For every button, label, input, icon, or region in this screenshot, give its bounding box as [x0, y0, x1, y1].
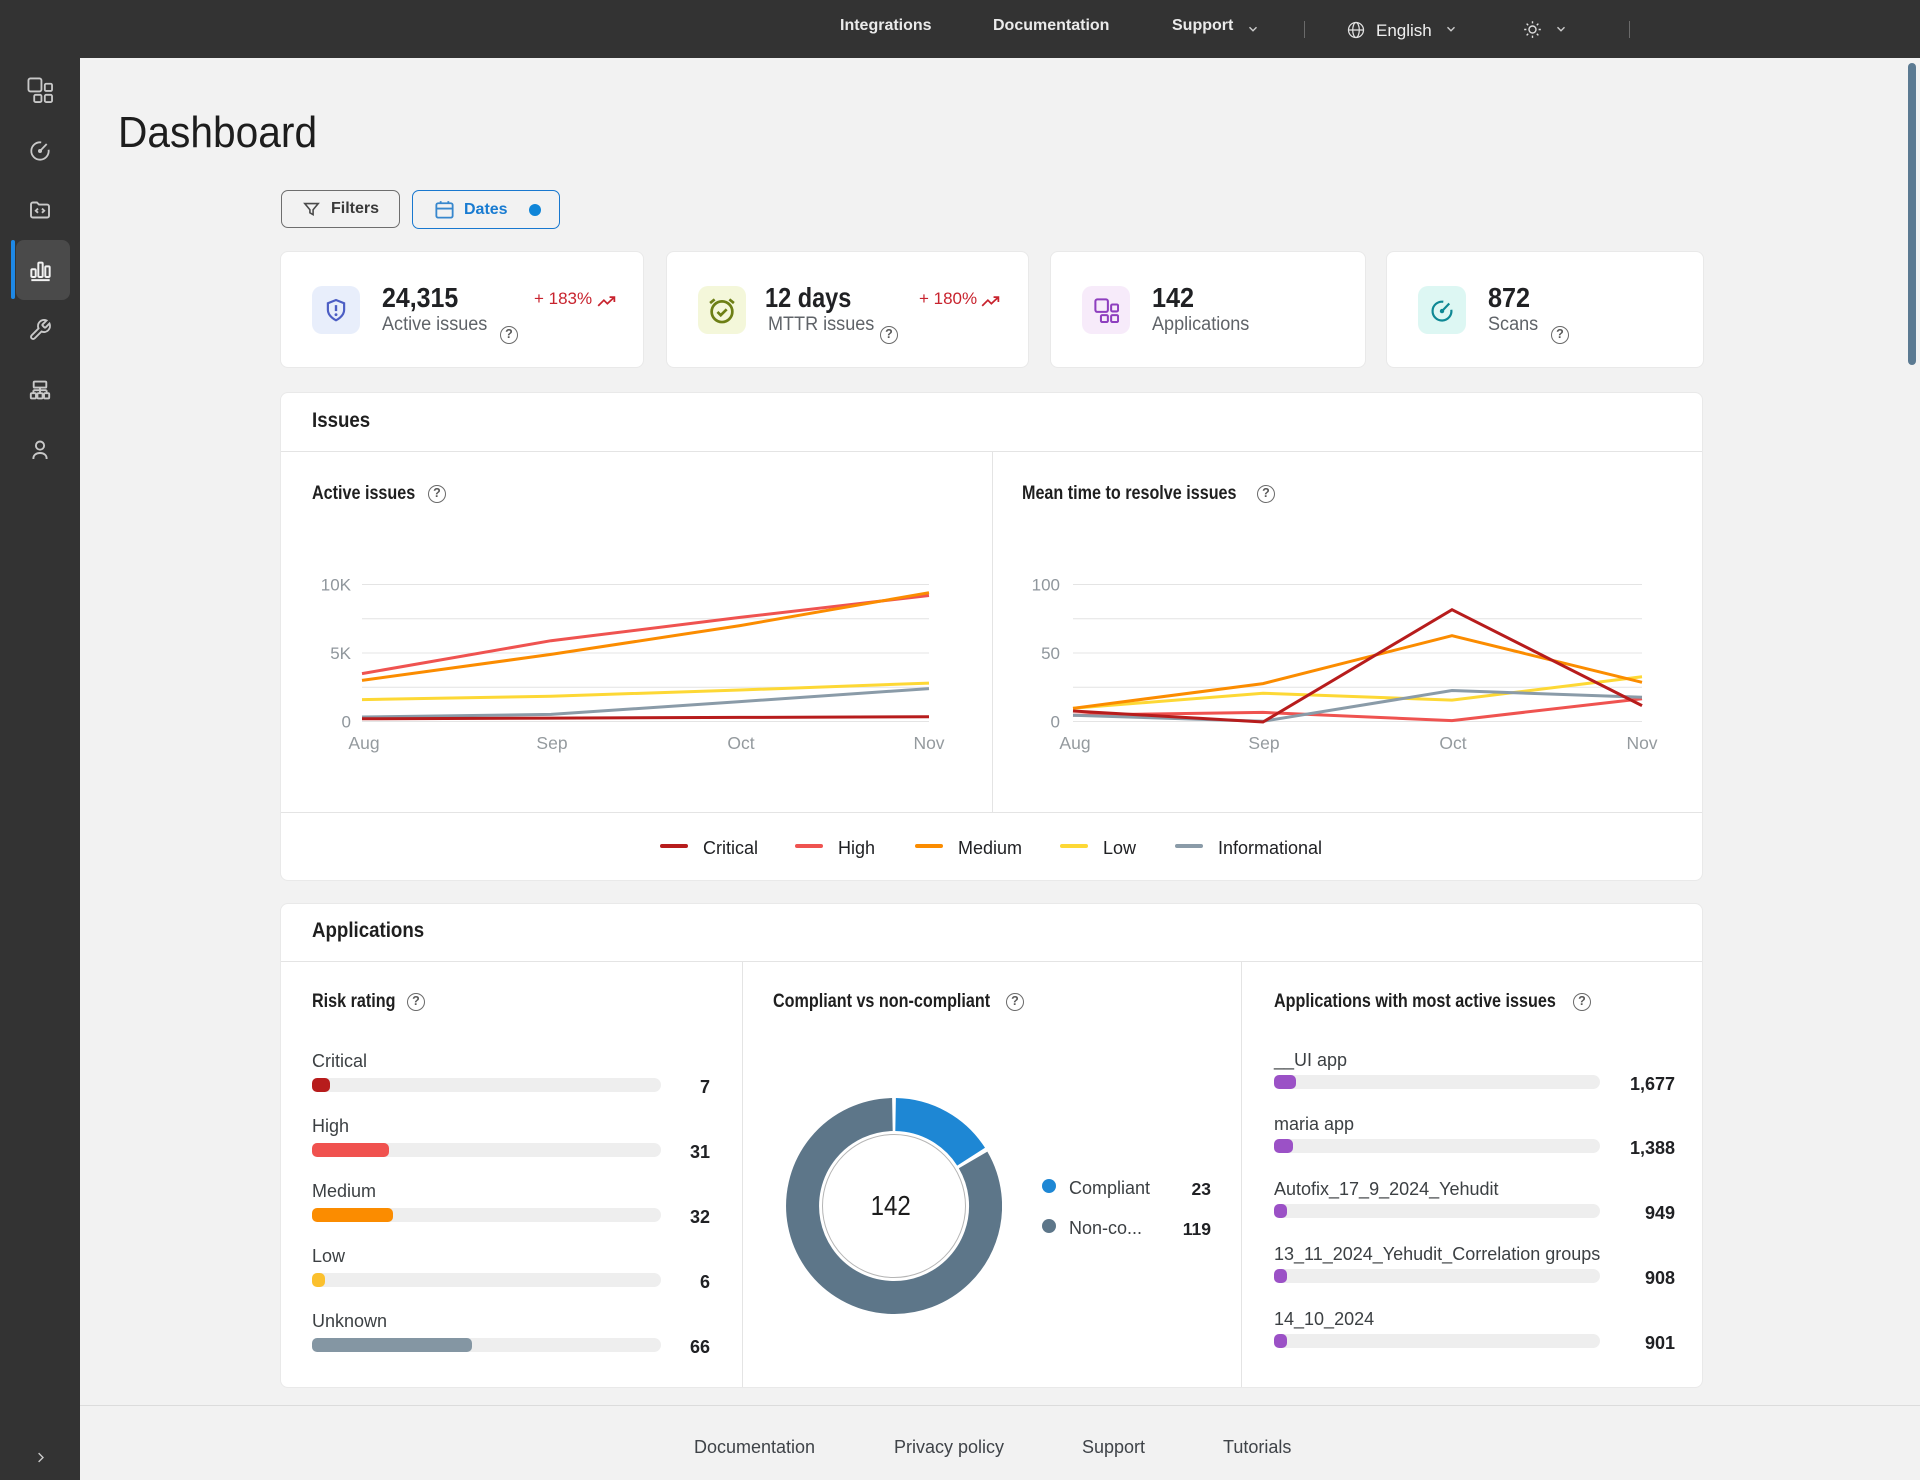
- svg-text:Nov: Nov: [1626, 733, 1657, 753]
- svg-text:Nov: Nov: [913, 733, 944, 753]
- svg-text:Oct: Oct: [1439, 733, 1466, 753]
- svg-text:100: 100: [1032, 576, 1060, 595]
- svg-text:Oct: Oct: [727, 733, 754, 753]
- svg-text:Aug: Aug: [1059, 733, 1090, 753]
- svg-text:Sep: Sep: [536, 733, 567, 753]
- svg-text:5K: 5K: [330, 644, 351, 663]
- svg-text:10K: 10K: [321, 576, 352, 595]
- svg-text:0: 0: [1051, 713, 1060, 732]
- svg-text:0: 0: [342, 713, 351, 732]
- svg-text:50: 50: [1041, 644, 1060, 663]
- svg-text:Sep: Sep: [1248, 733, 1279, 753]
- svg-text:Aug: Aug: [348, 733, 379, 753]
